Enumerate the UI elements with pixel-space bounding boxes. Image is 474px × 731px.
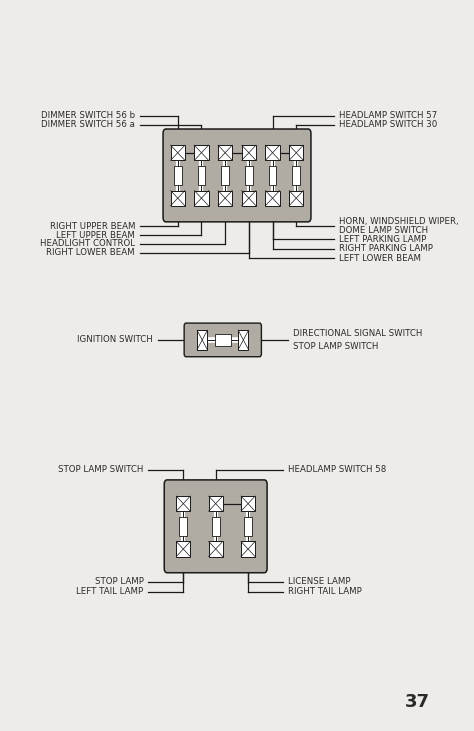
Bar [241, 542, 255, 556]
Bar [194, 145, 209, 160]
Bar [244, 517, 252, 536]
Text: HORN, WINDSHIELD WIPER,: HORN, WINDSHIELD WIPER, [339, 217, 458, 227]
Text: STOP LAMP SWITCH: STOP LAMP SWITCH [58, 465, 143, 474]
Text: LEFT PARKING LAMP: LEFT PARKING LAMP [339, 235, 426, 244]
FancyBboxPatch shape [163, 129, 311, 222]
Text: DOME LAMP SWITCH: DOME LAMP SWITCH [339, 226, 428, 235]
Bar [209, 496, 223, 511]
Bar [179, 517, 187, 536]
Text: RIGHT UPPER BEAM: RIGHT UPPER BEAM [50, 221, 135, 231]
Bar [197, 330, 207, 349]
Bar [265, 145, 280, 160]
FancyBboxPatch shape [164, 480, 267, 573]
Bar [171, 191, 185, 205]
Text: RIGHT LOWER BEAM: RIGHT LOWER BEAM [46, 248, 135, 257]
Bar [265, 191, 280, 205]
Bar [209, 542, 223, 556]
Text: DIMMER SWITCH 56 a: DIMMER SWITCH 56 a [41, 120, 135, 129]
Bar [218, 145, 232, 160]
Text: IGNITION SWITCH: IGNITION SWITCH [77, 336, 153, 344]
Text: 37: 37 [405, 692, 429, 711]
Text: STOP LAMP SWITCH: STOP LAMP SWITCH [292, 342, 378, 351]
Text: LEFT UPPER BEAM: LEFT UPPER BEAM [56, 230, 135, 240]
Bar [242, 191, 256, 205]
Text: LEFT TAIL LAMP: LEFT TAIL LAMP [76, 587, 143, 596]
Bar [292, 166, 300, 185]
FancyBboxPatch shape [184, 323, 262, 357]
Bar [241, 496, 255, 511]
Bar [289, 191, 303, 205]
Bar [238, 330, 248, 349]
Text: HEADLAMP SWITCH 58: HEADLAMP SWITCH 58 [288, 465, 386, 474]
Bar [242, 145, 256, 160]
Text: RIGHT PARKING LAMP: RIGHT PARKING LAMP [339, 244, 433, 254]
Text: STOP LAMP: STOP LAMP [94, 577, 143, 586]
Bar [212, 517, 219, 536]
Bar [269, 166, 276, 185]
Bar [218, 191, 232, 205]
Bar [245, 166, 253, 185]
Text: DIRECTIONAL SIGNAL SWITCH: DIRECTIONAL SIGNAL SWITCH [292, 329, 422, 338]
Bar [221, 166, 229, 185]
Text: DIMMER SWITCH 56 b: DIMMER SWITCH 56 b [41, 111, 135, 121]
Bar [176, 496, 191, 511]
Bar [171, 145, 185, 160]
Text: LICENSE LAMP: LICENSE LAMP [288, 577, 350, 586]
Text: HEADLIGHT CONTROL: HEADLIGHT CONTROL [40, 239, 135, 249]
Bar [174, 166, 182, 185]
Bar [198, 166, 205, 185]
Bar [176, 542, 191, 556]
Bar [215, 333, 231, 346]
Bar [289, 145, 303, 160]
Bar [194, 191, 209, 205]
Text: HEADLAMP SWITCH 57: HEADLAMP SWITCH 57 [339, 111, 437, 121]
Text: RIGHT TAIL LAMP: RIGHT TAIL LAMP [288, 587, 362, 596]
Text: HEADLAMP SWITCH 30: HEADLAMP SWITCH 30 [339, 120, 437, 129]
Text: LEFT LOWER BEAM: LEFT LOWER BEAM [339, 254, 421, 263]
